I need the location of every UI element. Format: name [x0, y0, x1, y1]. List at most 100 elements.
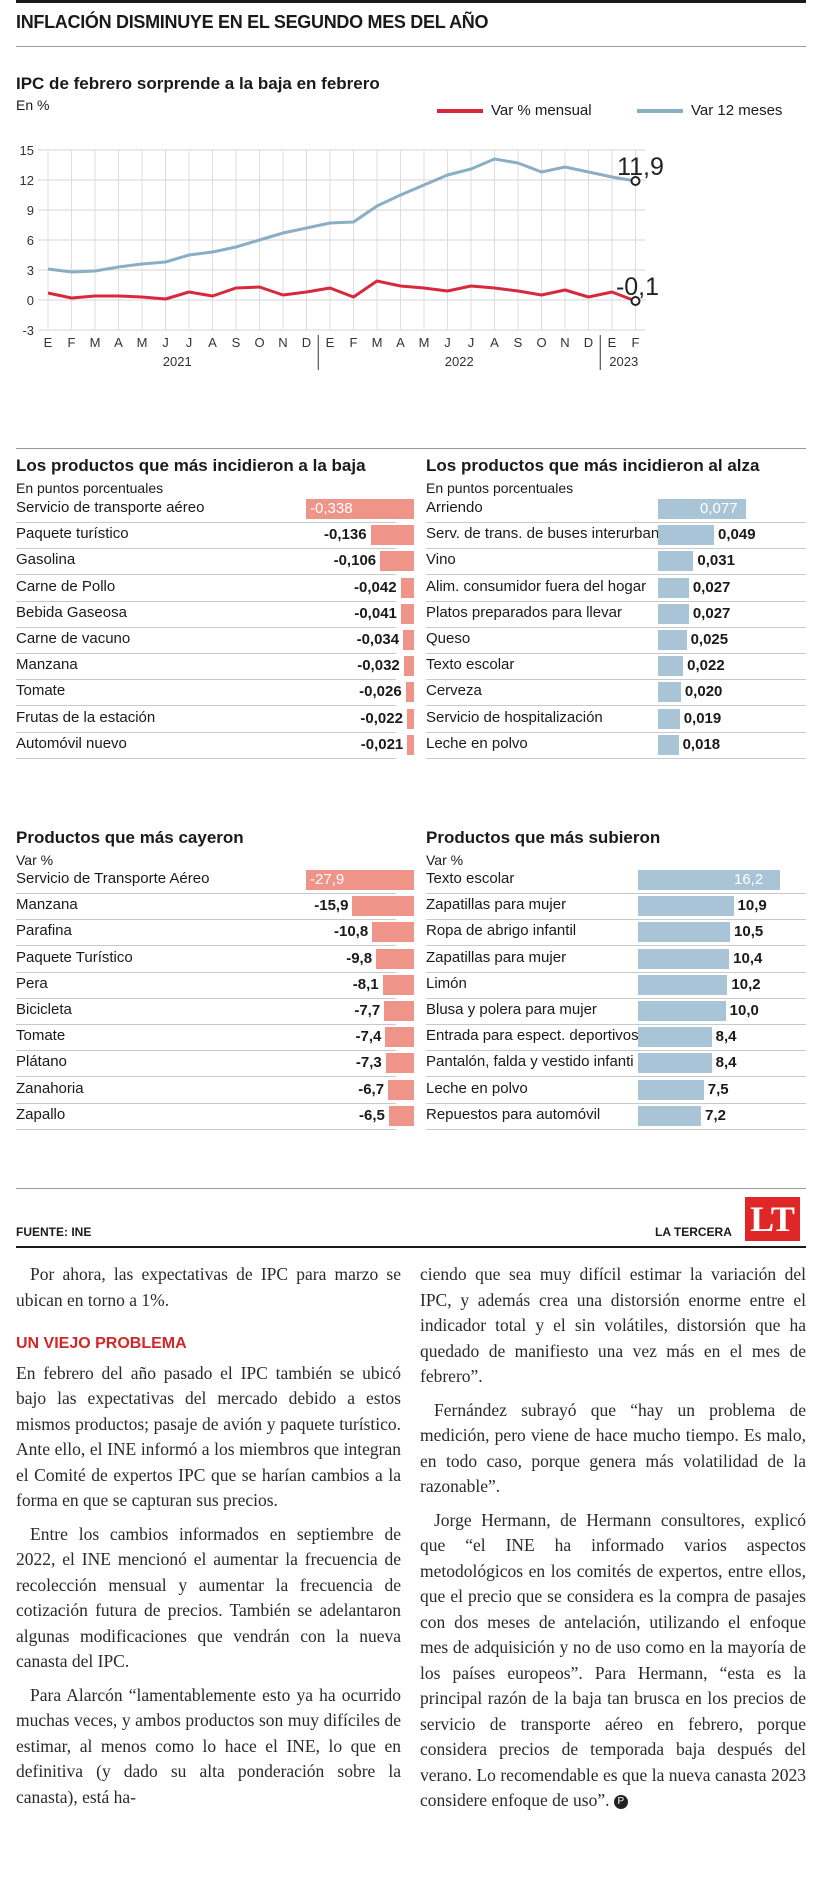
bar-category-label: Leche en polvo [426, 1079, 528, 1097]
bar-value-label: 0,027 [692, 578, 731, 596]
bar-panel-incidence-down: Servicio de transporte aéreo -0,338 Paquet… [16, 497, 414, 812]
x-tick-label: A [208, 335, 217, 350]
x-tick-label: J [444, 335, 451, 350]
top-rule [16, 0, 806, 3]
bar-value-label: 0,027 [692, 604, 731, 622]
legend-monthly: Var % mensual [437, 102, 592, 119]
end-point-monthly [630, 296, 641, 306]
bar-row: Carne de vacuno -0,034 [16, 628, 414, 654]
x-tick-label: J [162, 335, 169, 350]
x-tick-label: E [326, 335, 335, 350]
bar-category-label: Pera [16, 974, 48, 992]
bar [400, 577, 414, 598]
series-line-monthly [47, 279, 637, 303]
bar-row: Automóvil nuevo -0,021 [16, 733, 414, 759]
bar-category-label: Carne de Pollo [16, 577, 116, 595]
legend-label-monthly: Var % mensual [491, 102, 592, 119]
bar [638, 1079, 704, 1100]
bar-row: Manzana -15,9 [16, 894, 414, 921]
bar [372, 922, 414, 943]
bar-panel-incidence-up: Arriendo 0,077 Serv. de trans. de buses in… [426, 497, 806, 812]
bar-row: Pera -8,1 [16, 973, 414, 999]
bar-row: Zapallo -6,5 [16, 1104, 414, 1130]
bar-value-label: -0,041 [354, 604, 397, 622]
bar-row: Arriendo 0,077 [426, 497, 806, 523]
bar-value-label: 8,4 [715, 1028, 737, 1046]
bar-value-label: 0,018 [682, 735, 721, 753]
bar-row: Parafina -10,8 [16, 920, 414, 947]
article-paragraph: Jorge Hermann, de Hermann consultores, e… [420, 1508, 806, 1814]
bar [376, 948, 414, 969]
bar [638, 896, 734, 917]
x-tick-label: S [514, 335, 523, 350]
bar-row: Platos preparados para llevar 0,027 [426, 602, 806, 628]
bar-category-label: Queso [426, 630, 471, 647]
bar-value-label: -7,3 [355, 1054, 382, 1072]
bar-row: Servicio de Transporte Aéreo -27,9 [16, 868, 414, 894]
end-label-monthly: -0,1 [616, 273, 659, 301]
bar-row: Paquete turístico -0,136 [16, 523, 414, 550]
article-column-2: ciendo que sea muy difícil estimar la va… [420, 1262, 806, 1822]
bar-category-label: Servicio de transporte aéreo [16, 499, 205, 516]
panel-unit-incidence-up: En puntos porcentuales [426, 480, 574, 496]
x-tick-label: A [490, 335, 499, 350]
legend-label-annual: Var 12 meses [691, 102, 783, 119]
bar-value-label: -0,021 [360, 735, 404, 753]
bar-value-label: 0,020 [684, 683, 723, 701]
bar [658, 551, 694, 572]
article-paragraph: ciendo que sea muy difícil estimar la va… [420, 1264, 806, 1386]
bar-category-label: Bicicleta [16, 1001, 72, 1018]
bar-category-label: Blusa y polera para mujer [426, 1001, 597, 1018]
bar-row: Servicio de transporte aéreo -0,338 [16, 497, 414, 523]
bar-row: Paquete Turístico -9,8 [16, 947, 414, 973]
panel-title-rose: Productos que más subieron [426, 828, 661, 847]
bar-category-label: Servicio de Transporte Aéreo [16, 870, 210, 887]
bar-value-label: 0,025 [690, 631, 729, 648]
bar-value-label: -0,042 [354, 578, 397, 596]
bar-value-label: -0,022 [360, 709, 403, 727]
y-tick-label: 3 [27, 263, 34, 278]
bar-category-label: Repuestos para automóvil [426, 1105, 601, 1123]
bar [658, 499, 746, 519]
bar-category-label: Tomate [16, 682, 66, 700]
bar-value-label: -10,8 [334, 923, 369, 941]
bar-row: Tomate -0,026 [16, 680, 414, 707]
bar-category-label: Entrada para espect. deportivos [426, 1027, 639, 1045]
bar [638, 974, 728, 995]
end-mark-icon: P [613, 1794, 628, 1809]
bar [388, 1105, 414, 1126]
x-tick-label: E [44, 335, 53, 350]
bar-category-label: Platos preparados para llevar [426, 603, 622, 621]
bar [638, 1105, 702, 1126]
bar-category-label: Vino [426, 551, 456, 569]
bar-row: Frutas de la estación -0,022 [16, 707, 414, 733]
x-tick-label: D [584, 335, 593, 350]
bar-value-label: 10,2 [731, 975, 761, 993]
y-tick-label: 6 [27, 233, 34, 248]
bar-value-label: -6,5 [358, 1106, 385, 1124]
bar-value-label: -27,9 [310, 871, 345, 888]
bar-category-label: Cerveza [426, 682, 482, 700]
legend-swatch-monthly [437, 108, 483, 113]
bar-value-label: 10,4 [733, 949, 763, 967]
x-tick-label: M [137, 335, 148, 350]
bar-category-label: Zapallo [16, 1105, 66, 1123]
bar-row: Vino 0,031 [426, 549, 806, 576]
bar-category-label: Bebida Gaseosa [16, 603, 127, 621]
bar-value-label: -9,8 [346, 949, 373, 967]
bar-value-label: 10,5 [734, 923, 764, 941]
line-chart-title: IPC de febrero sorprende a la baja en fe… [16, 74, 380, 93]
bar-category-label: Parafina [16, 922, 72, 940]
y-tick-label: 15 [20, 143, 34, 158]
end-point-annual [630, 176, 641, 186]
bar-row: Manzana -0,032 [16, 654, 414, 681]
x-tick-label: F [68, 335, 76, 350]
bar [306, 499, 414, 519]
bar-row: Queso 0,025 [426, 628, 806, 654]
bar-row: Pantalón, falda y vestido infanti 8,4 [426, 1051, 806, 1078]
bar-category-label: Automóvil nuevo [16, 734, 127, 752]
panel-unit-rose: Var % [426, 852, 464, 868]
bar-row: Servicio de hospitalización 0,019 [426, 707, 806, 733]
bar-row: Blusa y polera para mujer 10,0 [426, 999, 806, 1025]
